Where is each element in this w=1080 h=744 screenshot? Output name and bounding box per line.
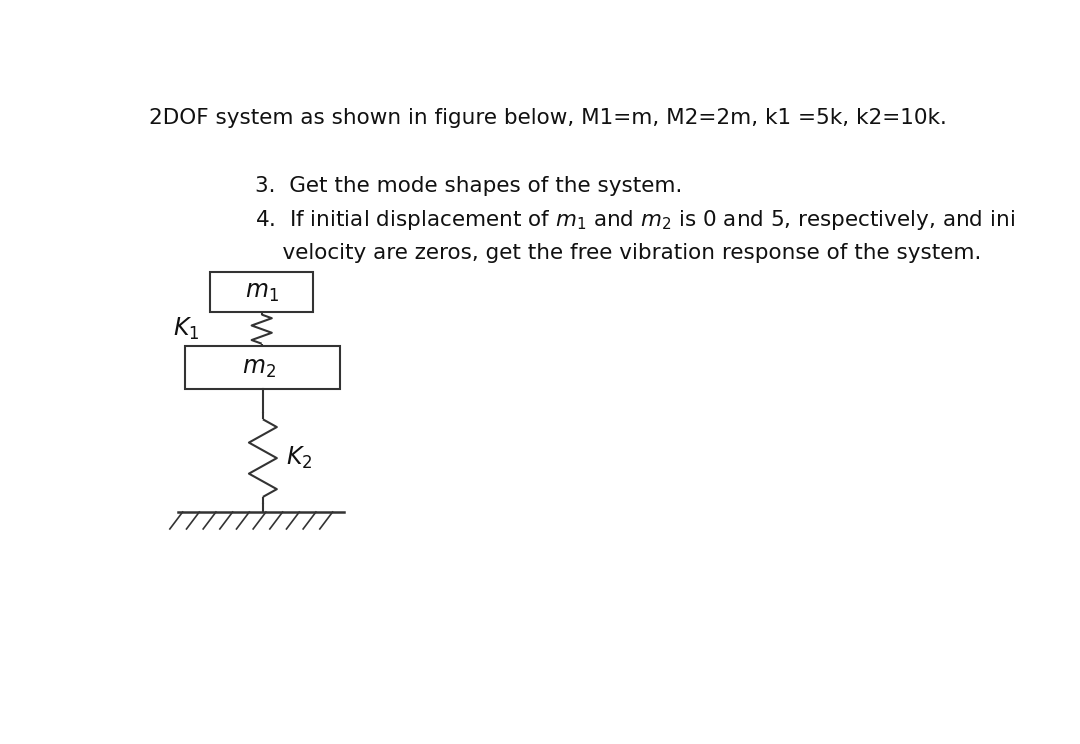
Text: 4.  If initial displacement of $m_1$ and $m_2$ is 0 and 5, respectively, and ini: 4. If initial displacement of $m_1$ and … — [255, 208, 1015, 232]
Text: $K_2$: $K_2$ — [286, 445, 312, 471]
FancyBboxPatch shape — [211, 272, 313, 312]
Text: $m_1$: $m_1$ — [245, 280, 279, 304]
Text: 3.  Get the mode shapes of the system.: 3. Get the mode shapes of the system. — [255, 176, 683, 196]
FancyBboxPatch shape — [186, 347, 340, 389]
Text: 2DOF system as shown in figure below, M1=m, M2=2m, k1 =5k, k2=10k.: 2DOF system as shown in figure below, M1… — [149, 108, 947, 128]
Text: velocity are zeros, get the free vibration response of the system.: velocity are zeros, get the free vibrati… — [255, 243, 982, 263]
Text: $K_1$: $K_1$ — [173, 316, 200, 342]
Text: $m_2$: $m_2$ — [242, 356, 276, 379]
